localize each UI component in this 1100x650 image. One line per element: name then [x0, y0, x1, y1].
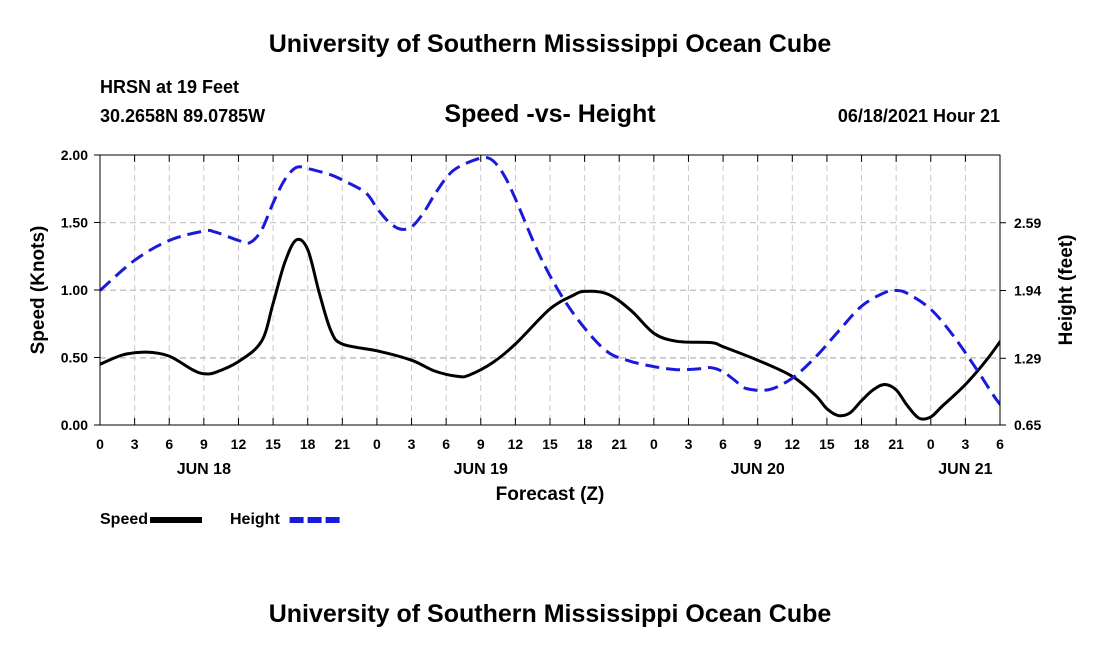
x-tick-label: 18 — [577, 436, 593, 452]
x-tick-label: 9 — [477, 436, 485, 452]
date-label: JUN 19 — [454, 461, 508, 478]
legend: Speed Height — [100, 511, 342, 528]
y2-tick-label: 0.65 — [1014, 417, 1041, 433]
legend-label-height: Height — [230, 511, 280, 528]
x-tick-label: 15 — [819, 436, 835, 452]
x-tick-label: 21 — [335, 436, 351, 452]
y-axis-title: Speed (Knots) — [28, 226, 49, 355]
x-tick-label: 0 — [96, 436, 104, 452]
y2-axis-title: Height (feet) — [1056, 235, 1077, 346]
x-tick-label: 21 — [888, 436, 904, 452]
x-tick-label: 21 — [611, 436, 627, 452]
x-tick-label: 18 — [300, 436, 316, 452]
report-title: University of Southern Mississippi Ocean… — [268, 30, 832, 58]
x-tick-label: 3 — [131, 436, 139, 452]
x-tick-label: 9 — [754, 436, 762, 452]
x-tick-label: 12 — [508, 436, 524, 452]
height-series-line — [100, 155, 1000, 407]
x-tick-label: 0 — [373, 436, 381, 452]
plot-frame — [99, 154, 1001, 426]
footer-title: University of Southern Mississippi Ocean… — [268, 600, 832, 628]
forecast-datetime: 06/18/2021 Hour 21 — [837, 106, 1000, 126]
x-tick-label: 0 — [650, 436, 658, 452]
x-tick-label: 3 — [961, 436, 969, 452]
x-tick-label: 9 — [200, 436, 208, 452]
x-tick-label: 18 — [854, 436, 870, 452]
y-tick-label: 0.50 — [61, 350, 88, 366]
y2-tick-label: 1.94 — [1014, 283, 1041, 299]
legend-label-speed: Speed — [100, 511, 148, 528]
x-tick-label: 3 — [685, 436, 693, 452]
x-tick-label: 12 — [785, 436, 801, 452]
y-tick-label: 1.00 — [61, 282, 88, 298]
y-tick-label: 1.50 — [61, 215, 88, 231]
x-tick-label: 6 — [719, 436, 727, 452]
axis-labels: 0 3 6 9 12 15 18 21 0 3 6 9 12 15 18 21 0 3 6 9 12 15 18 21 0 3 60… — [28, 147, 1077, 505]
x-axis-title: Forecast (Z) — [496, 484, 605, 505]
x-tick-label: 6 — [996, 436, 1004, 452]
grid-lines — [100, 155, 1000, 425]
y2-tick-label: 2.59 — [1014, 215, 1041, 231]
y-tick-label: 2.00 — [61, 147, 88, 163]
date-label: JUN 20 — [731, 461, 785, 478]
x-tick-label: 6 — [165, 436, 173, 452]
speed-series-line — [100, 237, 1000, 421]
y2-tick-label: 1.29 — [1014, 350, 1041, 366]
x-tick-label: 15 — [265, 436, 281, 452]
x-tick-label: 15 — [542, 436, 558, 452]
x-tick-label: 3 — [408, 436, 416, 452]
series-lines — [100, 155, 1000, 421]
x-tick-label: 12 — [231, 436, 247, 452]
station-name: HRSN at 19 Feet — [100, 77, 240, 97]
date-label: JUN 21 — [938, 461, 992, 478]
y-tick-label: 0.00 — [61, 417, 88, 433]
x-tick-label: 0 — [927, 436, 935, 452]
chart-title: Speed -vs- Height — [444, 100, 656, 128]
date-label: JUN 18 — [177, 461, 231, 478]
station-coordinates: 30.2658N 89.0785W — [100, 106, 266, 126]
x-tick-label: 6 — [442, 436, 450, 452]
